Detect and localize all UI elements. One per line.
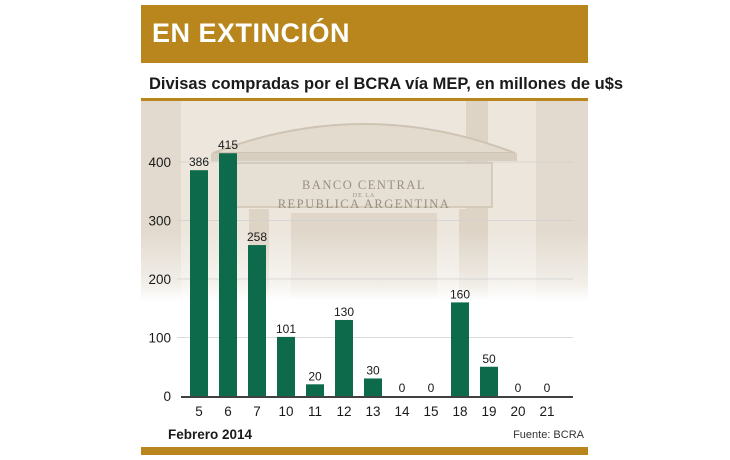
x-tick-label-7: 7 bbox=[253, 404, 261, 419]
y-tick-label: 200 bbox=[148, 272, 171, 287]
data-label-15: 0 bbox=[428, 381, 435, 395]
data-label-12: 130 bbox=[334, 305, 354, 319]
bars bbox=[190, 153, 498, 396]
bar-19 bbox=[480, 366, 498, 396]
inscription-line-2: DE LA bbox=[353, 193, 376, 199]
bar-13 bbox=[364, 378, 382, 396]
inscription-line-3: REPUBLICA ARGENTINA bbox=[278, 197, 451, 211]
gridlines bbox=[177, 161, 573, 338]
data-label-5: 386 bbox=[189, 155, 209, 169]
x-tick-label-12: 12 bbox=[336, 404, 351, 419]
bar-chart: BANCO CENTRAL DE LA REPUBLICA ARGENTINA … bbox=[141, 101, 588, 419]
source-note: Fuente: BCRA bbox=[513, 429, 584, 441]
x-tick-label-13: 13 bbox=[365, 404, 380, 419]
bar-12 bbox=[335, 319, 353, 396]
x-tick-label-11: 11 bbox=[308, 404, 322, 419]
bar-5 bbox=[190, 170, 208, 396]
x-tick-label-14: 14 bbox=[394, 404, 410, 419]
bar-6 bbox=[219, 153, 237, 396]
chart-subtitle: Divisas compradas por el BCRA vía MEP, e… bbox=[149, 75, 624, 93]
data-label-7: 258 bbox=[247, 230, 267, 244]
bar-10 bbox=[277, 336, 295, 396]
y-tick-label: 0 bbox=[163, 389, 171, 404]
x-axis: 5 6 7 10 11 12 13 14 15 18 19 20 21 bbox=[181, 396, 573, 419]
x-tick-label-6: 6 bbox=[224, 404, 232, 419]
x-tick-label-20: 20 bbox=[510, 404, 525, 419]
x-tick-label-21: 21 bbox=[539, 404, 554, 419]
data-label-19: 50 bbox=[482, 352, 496, 366]
y-tick-label: 100 bbox=[148, 331, 171, 346]
data-label-14: 0 bbox=[399, 381, 406, 395]
bar-11 bbox=[306, 384, 324, 396]
x-tick-label-10: 10 bbox=[278, 404, 293, 419]
inscription-line-1: BANCO CENTRAL bbox=[302, 178, 426, 192]
data-label-18: 160 bbox=[450, 287, 470, 301]
bar-18 bbox=[451, 302, 469, 396]
data-label-10: 101 bbox=[276, 322, 296, 336]
y-tick-label: 300 bbox=[148, 214, 171, 229]
x-tick-label-19: 19 bbox=[481, 404, 496, 419]
period-label: Febrero 2014 bbox=[168, 427, 253, 442]
top-rule bbox=[141, 98, 588, 101]
data-label-21: 0 bbox=[544, 381, 551, 395]
bar-7 bbox=[248, 245, 266, 396]
header-banner: EN EXTINCIÓN bbox=[141, 5, 588, 63]
x-tick-label-15: 15 bbox=[423, 404, 438, 419]
data-labels: 386 415 258 101 20 130 30 0 0 160 50 0 0 bbox=[189, 138, 551, 395]
building-facade-illustration: BANCO CENTRAL DE LA REPUBLICA ARGENTINA bbox=[141, 101, 588, 301]
bottom-rule bbox=[141, 447, 588, 455]
y-axis: 0 100 200 300 400 bbox=[148, 155, 171, 404]
x-tick-label-5: 5 bbox=[195, 404, 203, 419]
data-label-13: 30 bbox=[366, 363, 380, 377]
banner-title: EN EXTINCIÓN bbox=[152, 18, 351, 48]
x-tick-label-18: 18 bbox=[452, 404, 467, 419]
data-label-6: 415 bbox=[218, 138, 238, 152]
infographic-card: EN EXTINCIÓN Divisas compradas por el BC… bbox=[141, 5, 623, 455]
y-tick-label: 400 bbox=[148, 155, 171, 170]
data-label-20: 0 bbox=[515, 381, 522, 395]
data-label-11: 20 bbox=[308, 369, 322, 383]
